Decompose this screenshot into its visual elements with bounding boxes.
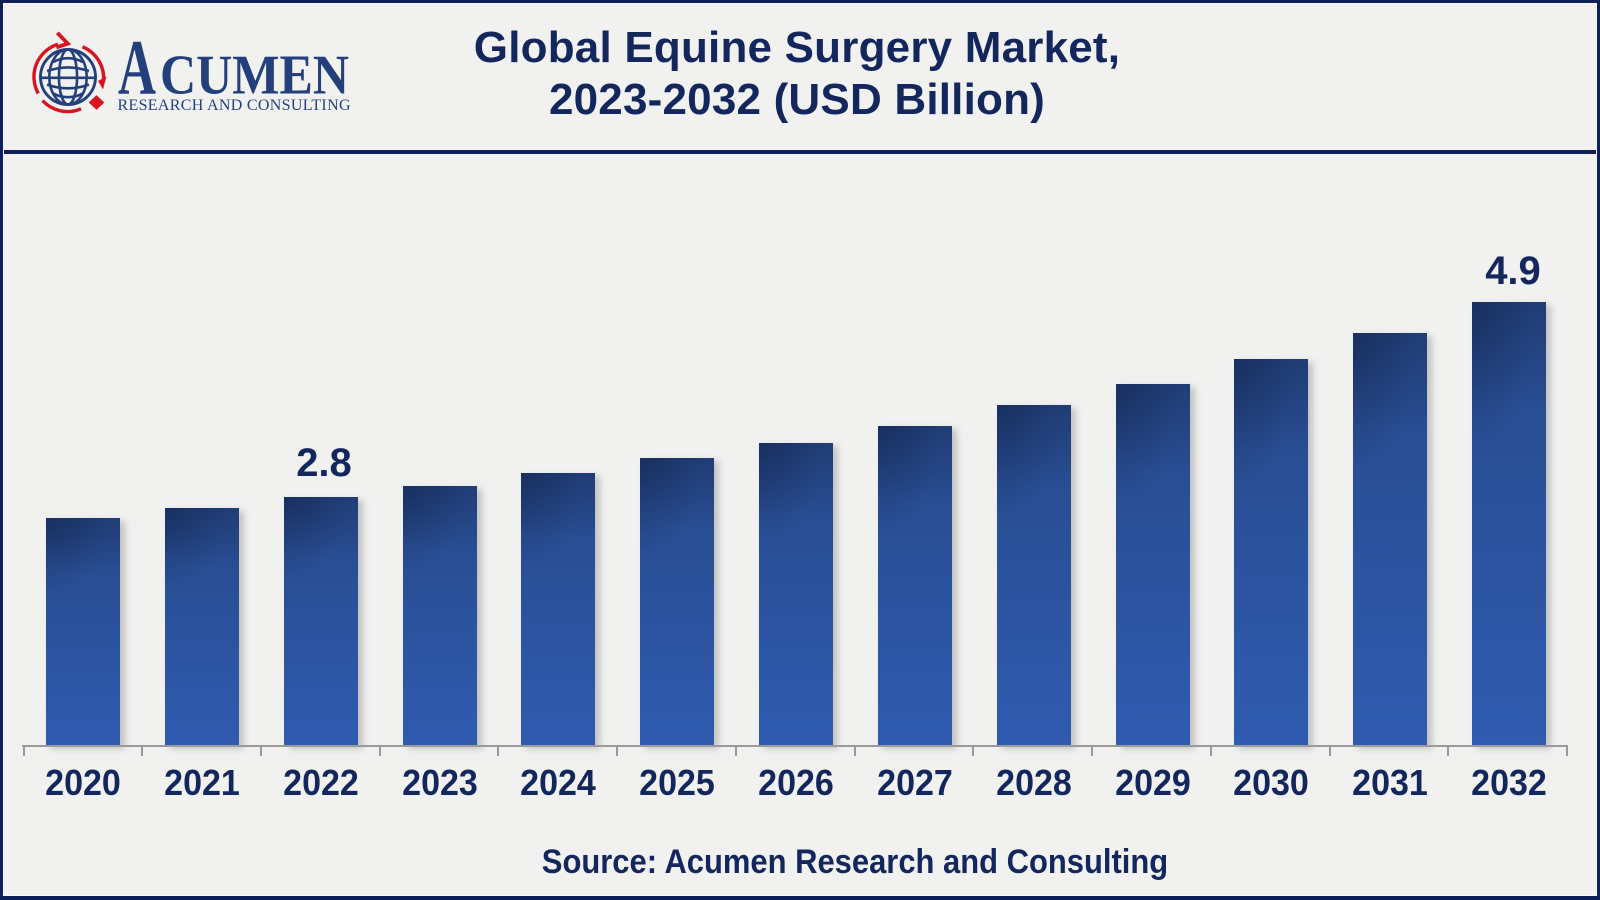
svg-text:RESEARCH AND CONSULTING: RESEARCH AND CONSULTING (118, 97, 351, 114)
svg-text:CUMEN: CUMEN (160, 45, 349, 107)
svg-text:A: A (118, 24, 156, 111)
